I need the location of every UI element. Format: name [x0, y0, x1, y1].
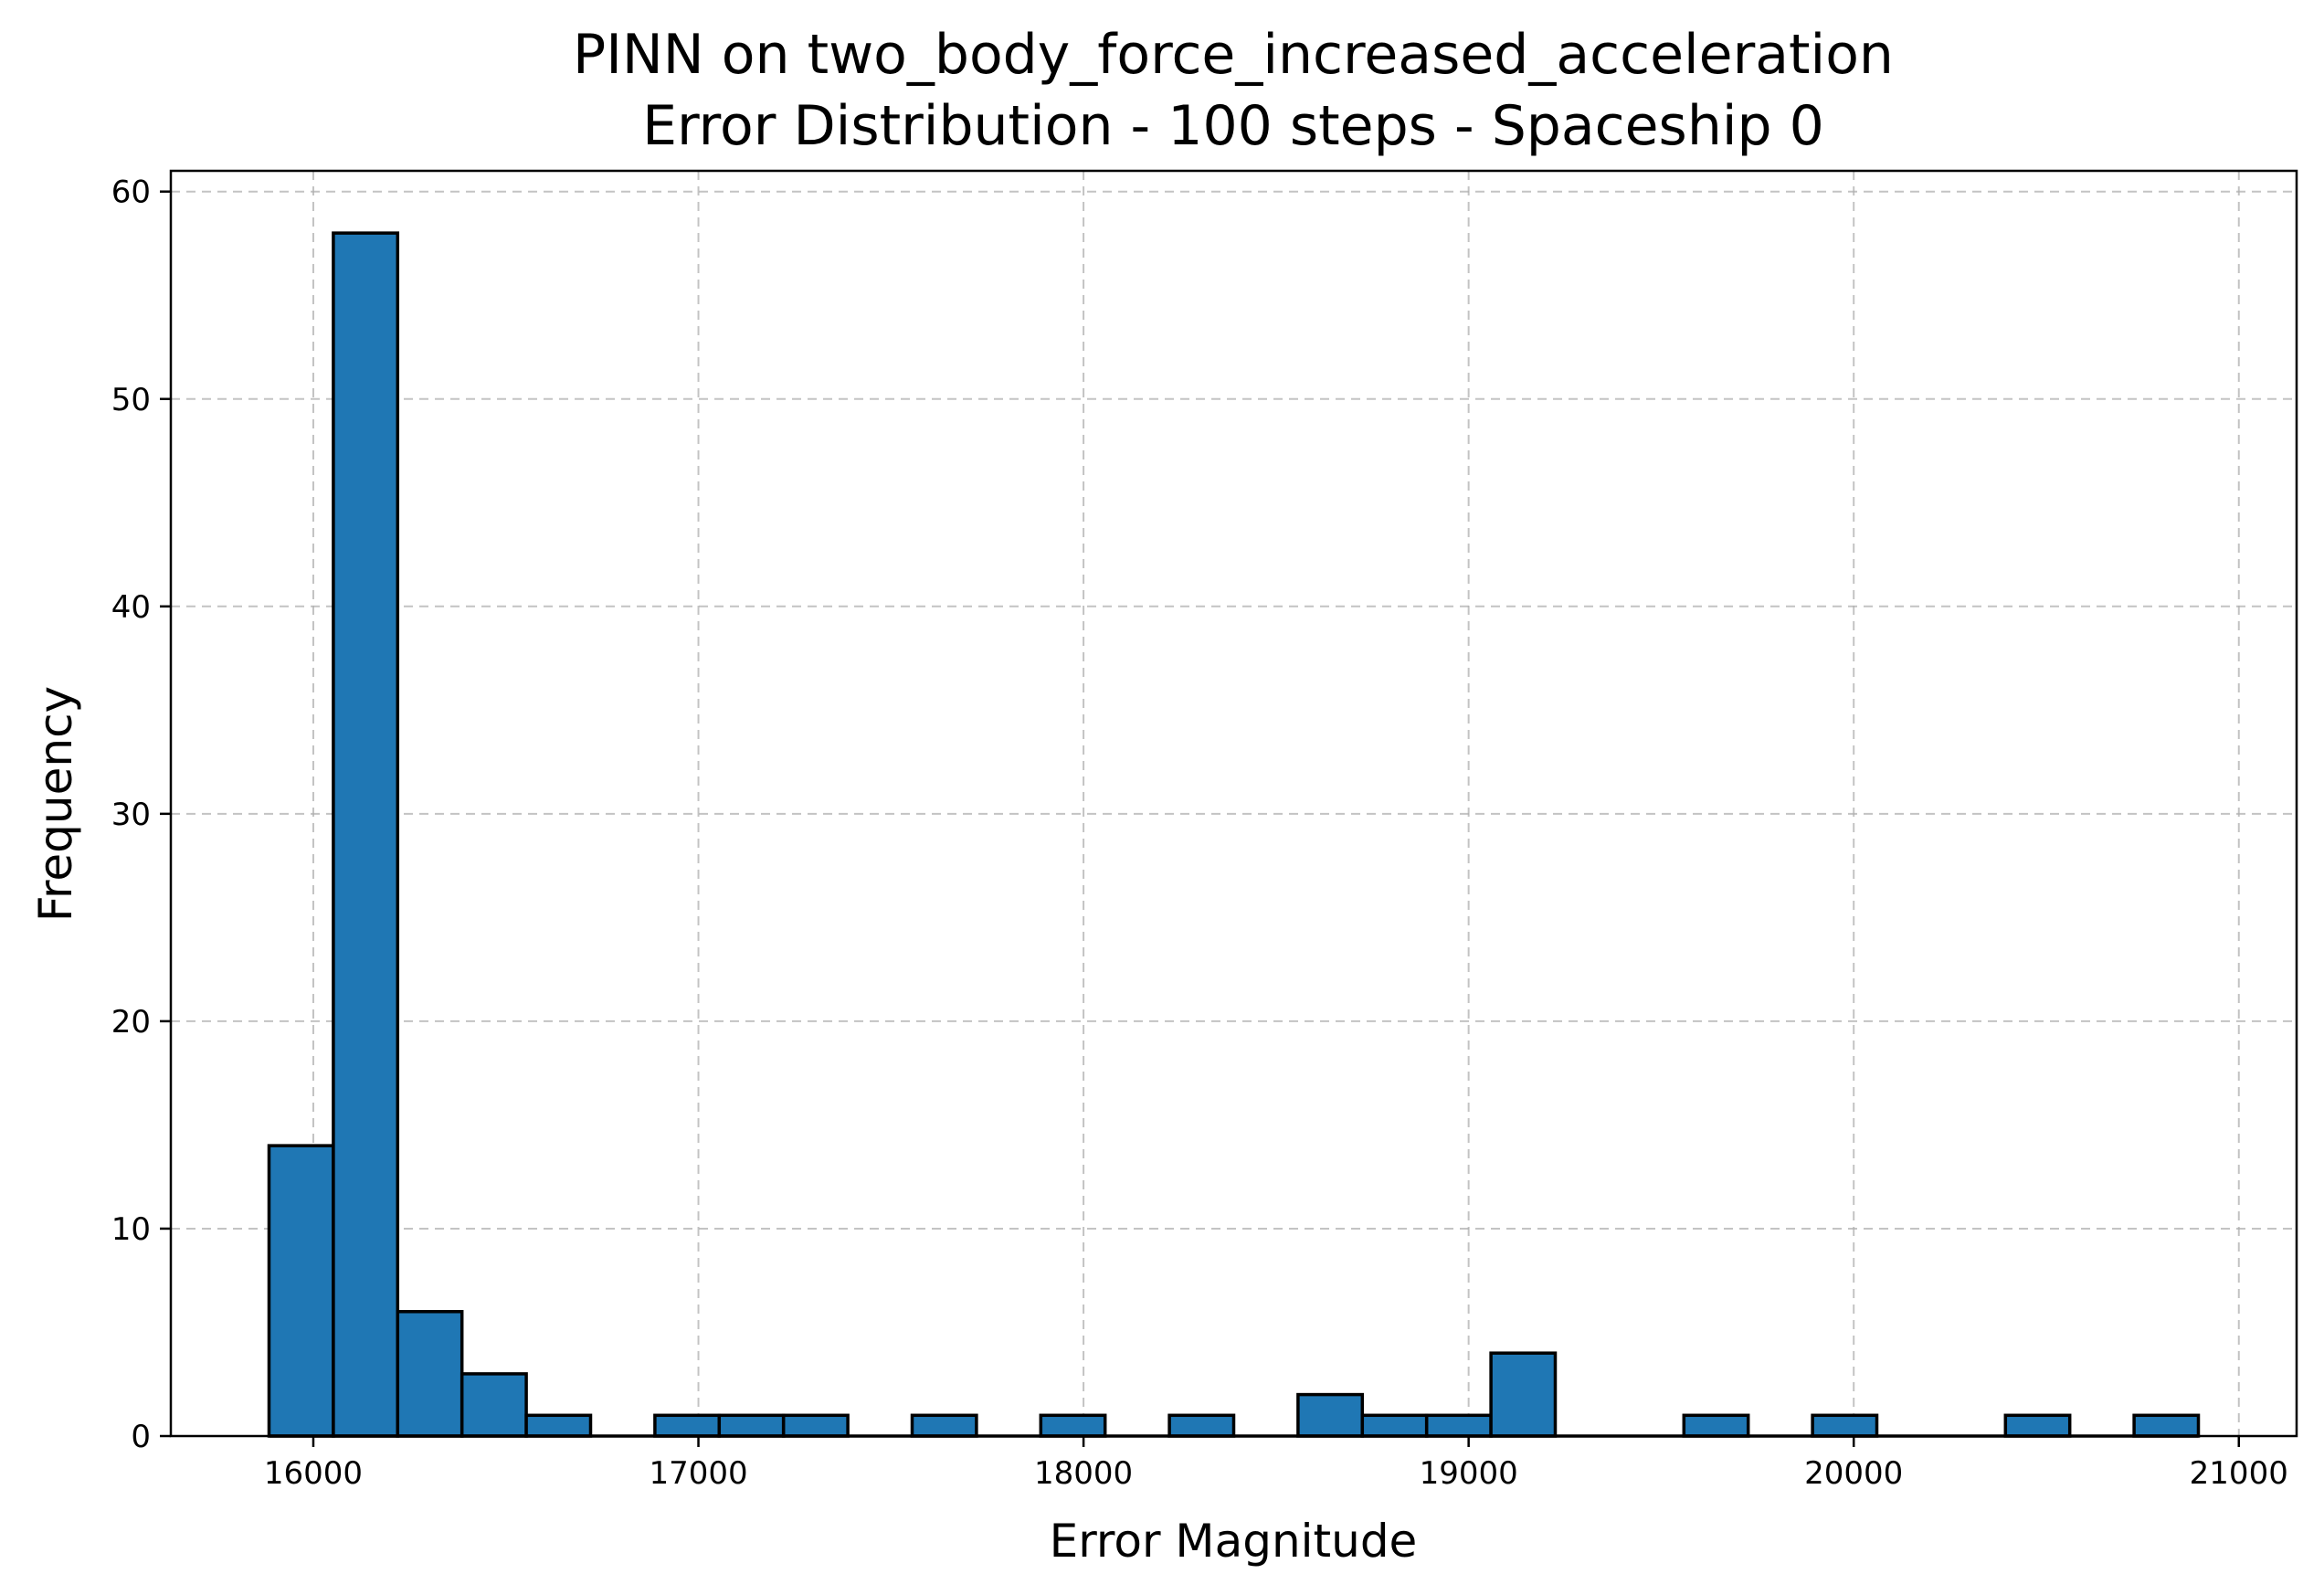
- histogram-bar: [1811, 1413, 1879, 1438]
- x-tick-label: 17000: [649, 1455, 747, 1492]
- y-tick-label: 40: [111, 589, 151, 626]
- chart-title-line2: Error Distribution - 100 steps - Spacesh…: [642, 94, 1824, 158]
- y-tick-label: 0: [131, 1419, 151, 1455]
- y-tick-label: 10: [111, 1211, 151, 1248]
- y-axis-label: Frequency: [29, 686, 82, 922]
- x-axis-label: Error Magnitude: [1050, 1515, 1418, 1568]
- x-tick-label: 16000: [264, 1455, 363, 1492]
- x-tick-label: 21000: [2190, 1455, 2288, 1492]
- histogram-bar: [1296, 1392, 1365, 1438]
- y-tick-label: 20: [111, 1004, 151, 1040]
- histogram-bar: [2003, 1413, 2072, 1438]
- histogram-bar: [267, 1144, 335, 1438]
- histogram-bar: [910, 1413, 978, 1438]
- histogram-bar: [460, 1372, 528, 1438]
- x-tick-label: 20000: [1804, 1455, 1903, 1492]
- histogram-bar: [1424, 1413, 1493, 1438]
- histogram-bar: [396, 1310, 464, 1438]
- histogram-bar: [653, 1413, 722, 1438]
- y-tick-label: 60: [111, 174, 151, 211]
- x-tick-label: 18000: [1034, 1455, 1133, 1492]
- histogram-bar: [1360, 1413, 1429, 1438]
- histogram-bar: [717, 1413, 786, 1438]
- grid-lines: [171, 171, 2297, 1437]
- y-tick-label: 50: [111, 382, 151, 418]
- histogram-bars: [267, 231, 2201, 1438]
- histogram-bar: [1039, 1413, 1107, 1438]
- axis-ticks: 16000 17000 18000 19000 20000 21000 0 10 20 30 40 5…: [111, 174, 2288, 1492]
- histogram-bar: [1167, 1413, 1236, 1438]
- x-tick-label: 19000: [1420, 1455, 1518, 1492]
- histogram-bar: [1682, 1413, 1750, 1438]
- plot-frame: [169, 169, 2298, 1438]
- histogram-bar: [781, 1413, 850, 1438]
- histogram-bar: [524, 1413, 593, 1438]
- histogram-bar: [2132, 1413, 2201, 1438]
- histogram-bar: [1489, 1351, 1558, 1438]
- y-tick-label: 30: [111, 797, 151, 833]
- chart-title-line1: PINN on two_body_force_increased_acceler…: [573, 23, 1894, 87]
- histogram-bar: [332, 231, 400, 1438]
